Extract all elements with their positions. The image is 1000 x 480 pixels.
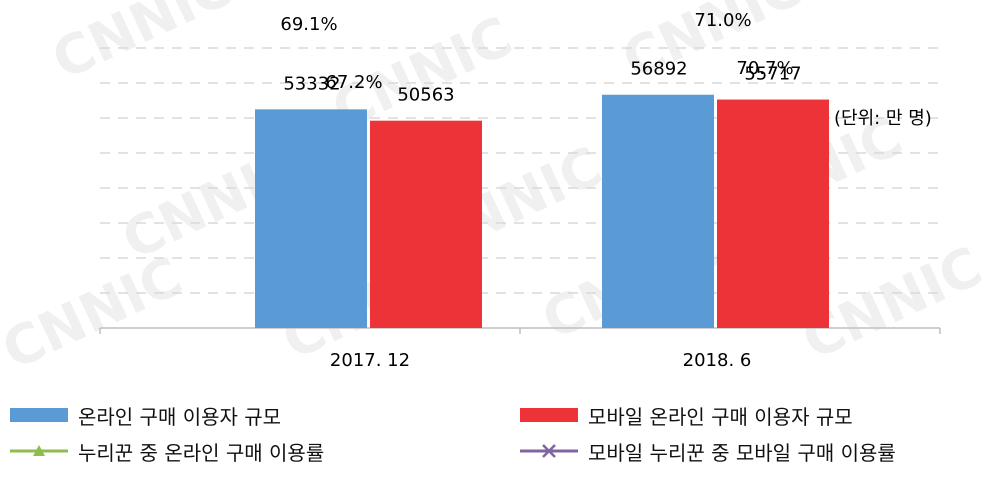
legend-label: 온라인 구매 이용자 규모 <box>78 404 282 429</box>
legend-item: 모바일 누리꾼 중 모바일 구매 이용률 <box>520 436 896 466</box>
legend-item: 누리꾼 중 온라인 구매 이용률 <box>10 436 324 466</box>
bar-data-label: 53332 <box>283 73 340 94</box>
legend-label: 모바일 온라인 구매 이용자 규모 <box>588 404 853 429</box>
bar <box>370 120 482 328</box>
watermark-text: CNNIC <box>0 245 191 382</box>
watermark-text: CNNIC <box>43 0 242 92</box>
bar <box>602 94 714 328</box>
legend-swatch-bar <box>10 408 68 422</box>
bar-data-label: 55717 <box>744 64 801 85</box>
legend-item: 모바일 온라인 구매 이용자 규모 <box>520 400 853 430</box>
line-data-label: 69.1% <box>280 14 337 35</box>
line-data-label: 70.7% <box>736 58 793 79</box>
bar-data-label: 50563 <box>397 85 454 106</box>
bar <box>255 109 367 328</box>
bar <box>717 99 829 328</box>
legend-swatch-bar <box>520 408 578 422</box>
bar-data-label: 56892 <box>630 59 687 80</box>
legend-label: 모바일 누리꾼 중 모바일 구매 이용률 <box>588 440 896 465</box>
x-tick-label: 2018. 6 <box>683 350 752 371</box>
line-data-label: 67.2% <box>325 72 382 93</box>
unit-label: (단위: 만 명) <box>834 108 932 129</box>
legend-label: 누리꾼 중 온라인 구매 이용률 <box>78 440 325 465</box>
line-data-label: 71.0% <box>694 10 751 31</box>
chart-plot: CNNICCNNICCNNICCNNICCNNICCNNICCNNICCNNIC… <box>0 0 991 382</box>
legend-swatch-line <box>10 445 68 456</box>
legend-swatch-line <box>520 444 578 458</box>
x-tick-label: 2017. 12 <box>330 350 410 371</box>
legend-item: 온라인 구매 이용자 규모 <box>10 400 281 430</box>
